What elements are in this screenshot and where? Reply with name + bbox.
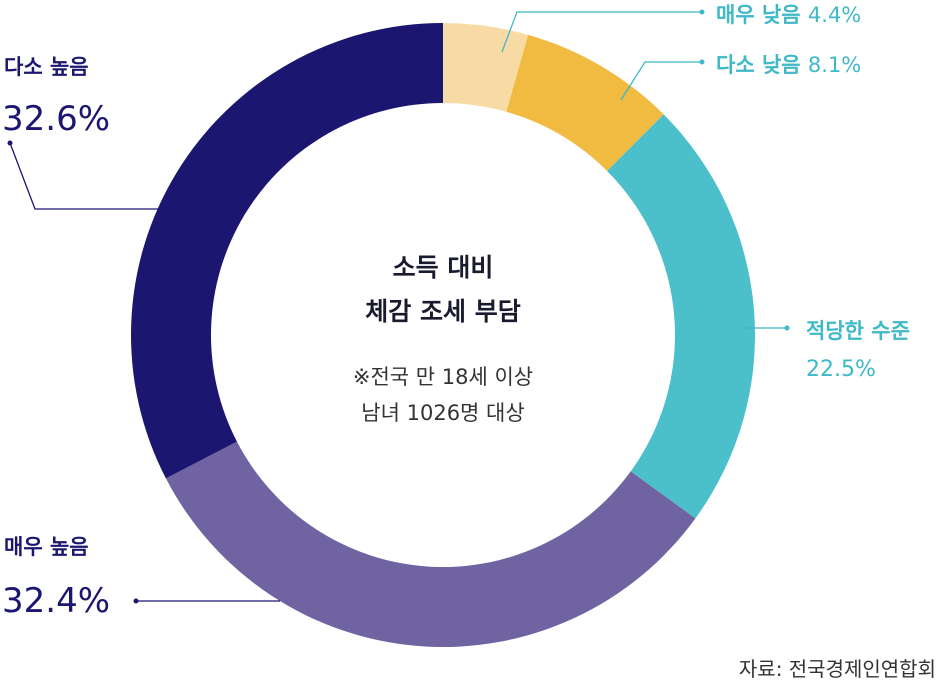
leader-line-very-low bbox=[501, 11, 702, 53]
leader-line-somewhat-low bbox=[620, 61, 702, 101]
leader-dot-moderate bbox=[784, 325, 790, 331]
label-somewhat-high: 다소 높음 bbox=[4, 55, 89, 79]
center-note-line-1: ※전국 만 18세 이상 bbox=[353, 365, 533, 389]
center-title-line-2: 체감 조세 부담 bbox=[365, 297, 520, 326]
slice-very-high bbox=[165, 441, 696, 648]
leader-dot-very-low bbox=[699, 9, 705, 15]
leader-dot-very-high bbox=[133, 598, 139, 604]
slice-moderate bbox=[607, 114, 756, 519]
slice-somewhat-high bbox=[131, 23, 443, 479]
value-moderate: 22.5% bbox=[806, 357, 876, 382]
value-somewhat-high: 32.6% bbox=[2, 99, 110, 139]
label-somewhat-low: 다소 낮음 8.1% bbox=[716, 53, 861, 77]
leader-line-somewhat-high bbox=[9, 142, 162, 210]
slice-somewhat-low bbox=[506, 34, 664, 171]
slice-very-low bbox=[443, 23, 529, 112]
label-very-low: 매우 낮음 4.4% bbox=[716, 3, 861, 27]
value-very-high: 32.4% bbox=[2, 581, 110, 621]
source-note: 자료: 전국경제인연합회 bbox=[739, 657, 936, 681]
leader-dot-somewhat-low bbox=[699, 59, 705, 65]
label-moderate: 적당한 수준 bbox=[806, 319, 910, 343]
label-very-high: 매우 높음 bbox=[4, 535, 89, 559]
center-title-line-1: 소득 대비 bbox=[393, 253, 494, 282]
center-note-line-2: 남녀 1026명 대상 bbox=[361, 401, 524, 425]
leader-dot-somewhat-high bbox=[7, 140, 13, 146]
